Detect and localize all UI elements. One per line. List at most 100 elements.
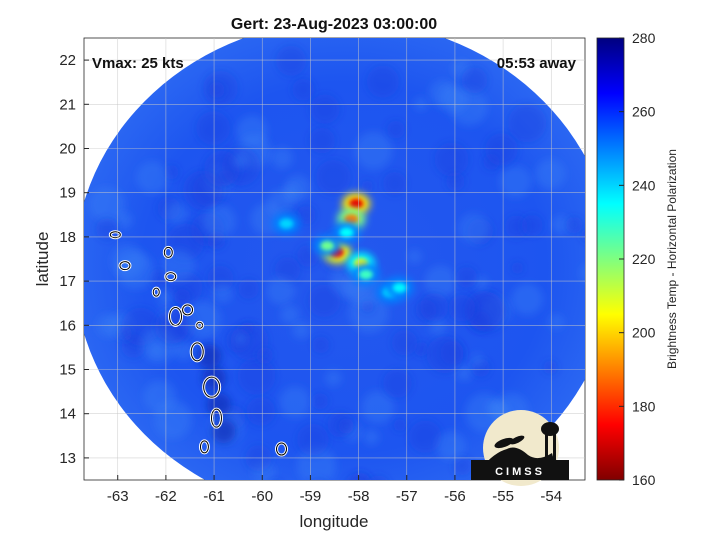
island-contours-inner	[109, 231, 288, 456]
x-tick-label: -61	[203, 488, 225, 505]
texture-blob	[325, 370, 342, 387]
texture-blob	[535, 159, 566, 190]
logo-text: CIMSS	[495, 466, 545, 478]
colorbar-tick-label: 200	[632, 325, 656, 341]
texture-blob	[413, 341, 429, 357]
texture-blob	[274, 256, 301, 283]
texture-blob	[461, 67, 488, 94]
texture-blob	[456, 266, 478, 288]
x-tick-label: -63	[107, 488, 129, 505]
x-axis: -63 -62 -61 -60 -59 -58 -57 -56 -55 -54	[107, 475, 562, 505]
texture-blob	[485, 133, 518, 166]
texture-blob	[234, 332, 247, 345]
texture-blob	[296, 446, 336, 480]
island-outline	[152, 287, 160, 297]
texture-blob	[408, 420, 442, 454]
texture-blob	[366, 65, 400, 98]
texture-blob	[246, 397, 276, 426]
texture-blob	[162, 249, 195, 282]
texture-blob	[143, 380, 176, 413]
x-tick-label: -60	[251, 488, 273, 505]
texture-blob	[580, 229, 585, 242]
texture-blob	[136, 161, 169, 194]
texture-blob	[445, 172, 465, 191]
texture-blob	[296, 423, 329, 456]
texture-blob	[354, 131, 393, 170]
colorbar-label: Brightness Temp - Horizontal Polarizatio…	[665, 149, 679, 369]
texture-blob	[434, 142, 469, 177]
texture-blob	[361, 390, 395, 424]
texture-blob	[311, 393, 329, 410]
y-axis: 13 14 15 16 17 18 19 20 21 22	[59, 52, 89, 467]
y-tick-label: 19	[59, 185, 76, 202]
texture-blob	[307, 284, 341, 318]
x-tick-label: -59	[300, 488, 322, 505]
y-tick-label: 13	[59, 450, 76, 467]
texture-blob	[430, 319, 446, 336]
grid-lines	[84, 38, 585, 480]
colorbar-ticks: 160 180 200 220 240 260 280	[619, 30, 656, 488]
texture-blob	[173, 339, 194, 360]
texture-blob	[292, 78, 315, 101]
colorbar-tick-label: 280	[632, 30, 656, 46]
texture-blob	[95, 218, 118, 240]
colorbar-tick-label: 260	[632, 104, 656, 120]
colorbar-tick-label: 220	[632, 251, 656, 267]
texture-blob	[448, 294, 476, 322]
feature-core	[320, 240, 335, 251]
y-tick-label: 16	[59, 317, 76, 334]
texture-blob	[455, 363, 473, 381]
feature-core	[339, 227, 354, 238]
cimss-logo: CIMSS	[471, 410, 569, 486]
texture-blob	[89, 186, 125, 223]
texture-blob	[453, 456, 472, 476]
y-tick-label: 17	[59, 273, 76, 290]
island-outline	[203, 376, 221, 398]
island-outline	[276, 442, 288, 456]
texture-blob	[174, 288, 191, 305]
texture-blob	[580, 264, 585, 282]
feature-core	[358, 269, 373, 280]
y-tick-label: 21	[59, 96, 76, 113]
texture-blob	[511, 283, 544, 315]
texture-blob	[521, 214, 543, 237]
texture-blob	[393, 418, 407, 432]
texture-blob	[499, 165, 532, 198]
feature-core	[279, 218, 294, 229]
texture-blob	[213, 283, 233, 303]
texture-blob	[117, 326, 132, 341]
texture-blob	[310, 94, 340, 124]
y-tick-label: 14	[59, 406, 76, 423]
texture-blob	[238, 278, 259, 300]
island-outline	[190, 342, 204, 362]
texture-blob	[508, 103, 547, 143]
texture-blob	[565, 216, 583, 234]
texture-blob	[96, 313, 121, 338]
island-outline	[199, 440, 209, 454]
x-tick-label: -57	[396, 488, 418, 505]
texture-blob	[511, 261, 524, 275]
colorbar-tick-label: 240	[632, 177, 656, 193]
texture-blob	[203, 150, 241, 187]
texture-blob	[202, 204, 236, 238]
texture-blob	[407, 249, 422, 264]
colorbar-tick-label: 160	[632, 472, 656, 488]
y-tick-label: 15	[59, 362, 76, 379]
texture-blob	[275, 45, 307, 77]
texture-blob	[391, 329, 418, 356]
island-outline	[109, 231, 121, 239]
x-tick-label: -62	[155, 488, 177, 505]
texture-blob	[292, 321, 310, 339]
y-tick-label: 20	[59, 141, 76, 158]
x-tick-label: -55	[492, 488, 514, 505]
texture-blob	[363, 429, 380, 445]
texture-blob	[504, 215, 528, 239]
y-axis-label: latitude	[33, 232, 52, 287]
texture-blob	[474, 276, 489, 291]
texture-blob	[551, 215, 571, 234]
feature-core	[349, 198, 364, 209]
island-outline	[119, 261, 131, 271]
island-outline	[182, 304, 194, 316]
y-tick-label: 22	[59, 52, 76, 69]
chart-title: Gert: 23-Aug-2023 03:00:00	[231, 16, 437, 33]
